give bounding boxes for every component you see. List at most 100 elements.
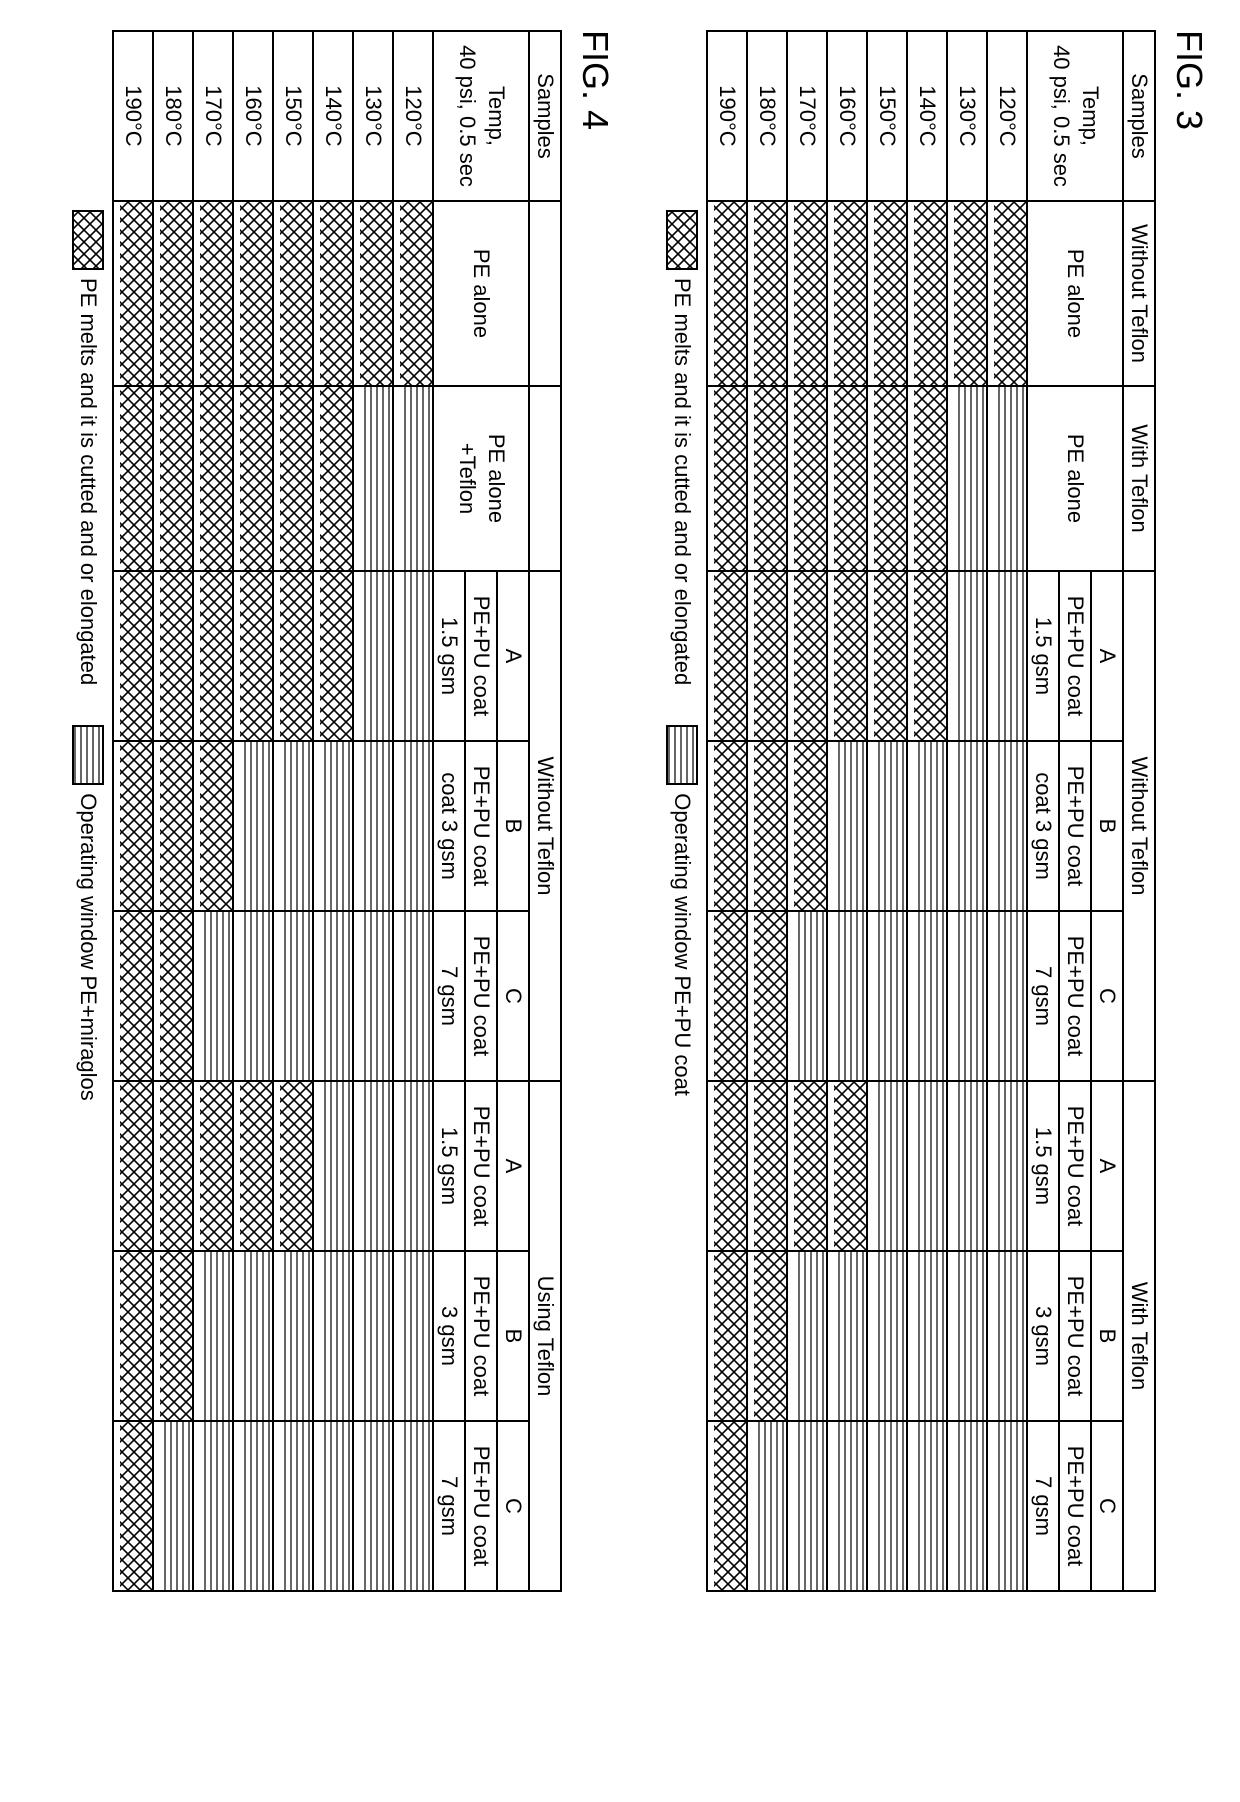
data-cell (313, 741, 353, 911)
data-cell (707, 1421, 747, 1591)
data-cell (153, 1251, 193, 1421)
data-cell (193, 911, 233, 1081)
data-cell (233, 1081, 273, 1251)
col-code: A (497, 571, 529, 741)
legend-item-window: Operating window PE+miraglos (72, 725, 104, 1101)
figure-label: FIG. 3 (1168, 30, 1210, 1772)
table-row: 190°C (707, 31, 747, 1591)
data-cell (153, 386, 193, 571)
data-cell (113, 201, 153, 386)
group-header: Without Teflon (1123, 571, 1155, 1081)
data-cell (353, 571, 393, 741)
data-cell (787, 741, 827, 911)
col-label: PE+PU coat (1059, 1421, 1091, 1591)
temp-cell: 190°C (707, 31, 747, 201)
col-header: PE alone (1027, 386, 1123, 571)
data-cell (393, 1421, 433, 1591)
data-cell (787, 1421, 827, 1591)
legend: PE melts and it is cutted and or elongat… (666, 210, 698, 1772)
data-cell (907, 1421, 947, 1591)
temp-cell: 140°C (313, 31, 353, 201)
data-cell (153, 741, 193, 911)
col-sublabel: 7 gsm (433, 1421, 465, 1591)
data-cell (113, 1081, 153, 1251)
figure-fig3: FIG. 3SamplesWithout TeflonWith TeflonWi… (666, 30, 1210, 1772)
col-label: PE+PU coat (1059, 911, 1091, 1081)
temp-cell: 150°C (273, 31, 313, 201)
data-cell (787, 386, 827, 571)
data-cell (747, 386, 787, 571)
data-cell (827, 1421, 867, 1591)
data-cell (907, 741, 947, 911)
data-cell (827, 571, 867, 741)
col-sublabel: 7 gsm (1027, 1421, 1059, 1591)
legend-label: PE melts and it is cutted and or elongat… (669, 278, 695, 685)
data-cell (393, 741, 433, 911)
data-cell (313, 1421, 353, 1591)
group-header (529, 201, 561, 386)
data-cell (193, 201, 233, 386)
data-cell (707, 386, 747, 571)
data-cell (273, 201, 313, 386)
col-code: C (1091, 911, 1123, 1081)
data-cell (273, 386, 313, 571)
col-label: PE+PU coat (465, 1251, 497, 1421)
data-cell (907, 386, 947, 571)
col-label: PE+PU coat (465, 1081, 497, 1251)
col-sublabel: 7 gsm (433, 911, 465, 1081)
data-cell (193, 1081, 233, 1251)
samples-header: Samples (529, 31, 561, 201)
data-cell (867, 1421, 907, 1591)
data-cell (273, 1251, 313, 1421)
data-cell (273, 571, 313, 741)
data-cell (233, 1251, 273, 1421)
data-cell (233, 911, 273, 1081)
data-cell (393, 1251, 433, 1421)
data-cell (353, 1251, 393, 1421)
data-cell (313, 1251, 353, 1421)
data-cell (827, 1251, 867, 1421)
col-label: PE+PU coat (465, 911, 497, 1081)
data-cell (827, 741, 867, 911)
col-label: PE+PU coat (1059, 741, 1091, 911)
col-label: PE+PU coat (465, 1421, 497, 1591)
data-cell (193, 571, 233, 741)
data-cell (947, 386, 987, 571)
col-sublabel: 1.5 gsm (1027, 1081, 1059, 1251)
data-cell (747, 1081, 787, 1251)
col-sublabel: 1.5 gsm (433, 1081, 465, 1251)
col-code: C (497, 911, 529, 1081)
legend-label: Operating window PE+PU coat (669, 793, 695, 1096)
data-cell (907, 201, 947, 386)
temp-cell: 180°C (153, 31, 193, 201)
data-cell (867, 741, 907, 911)
table-row: 160°C (233, 31, 273, 1591)
data-cell (987, 201, 1027, 386)
col-sublabel: 7 gsm (1027, 911, 1059, 1081)
data-cell (113, 386, 153, 571)
data-cell (393, 386, 433, 571)
legend-item-window: Operating window PE+PU coat (666, 725, 698, 1096)
data-cell (947, 1421, 987, 1591)
table-row: 140°C (313, 31, 353, 1591)
data-cell (707, 1081, 747, 1251)
data-cell (153, 1081, 193, 1251)
data-cell (947, 1081, 987, 1251)
data-cell (193, 1251, 233, 1421)
samples-header: Samples (1123, 31, 1155, 201)
col-sublabel: 1.5 gsm (1027, 571, 1059, 741)
data-cell (787, 911, 827, 1081)
data-cell (353, 386, 393, 571)
data-cell (193, 1421, 233, 1591)
temp-cell: 130°C (353, 31, 393, 201)
temp-cell: 180°C (747, 31, 787, 201)
data-cell (353, 201, 393, 386)
data-cell (353, 911, 393, 1081)
data-table: SamplesWithout TeflonUsing TeflonTemp,40… (112, 30, 562, 1592)
table-row: 170°C (787, 31, 827, 1591)
col-code: A (1091, 571, 1123, 741)
data-cell (747, 911, 787, 1081)
temp-header: Temp,40 psi, 0.5 sec (1027, 31, 1123, 201)
col-code: B (1091, 741, 1123, 911)
data-cell (947, 741, 987, 911)
